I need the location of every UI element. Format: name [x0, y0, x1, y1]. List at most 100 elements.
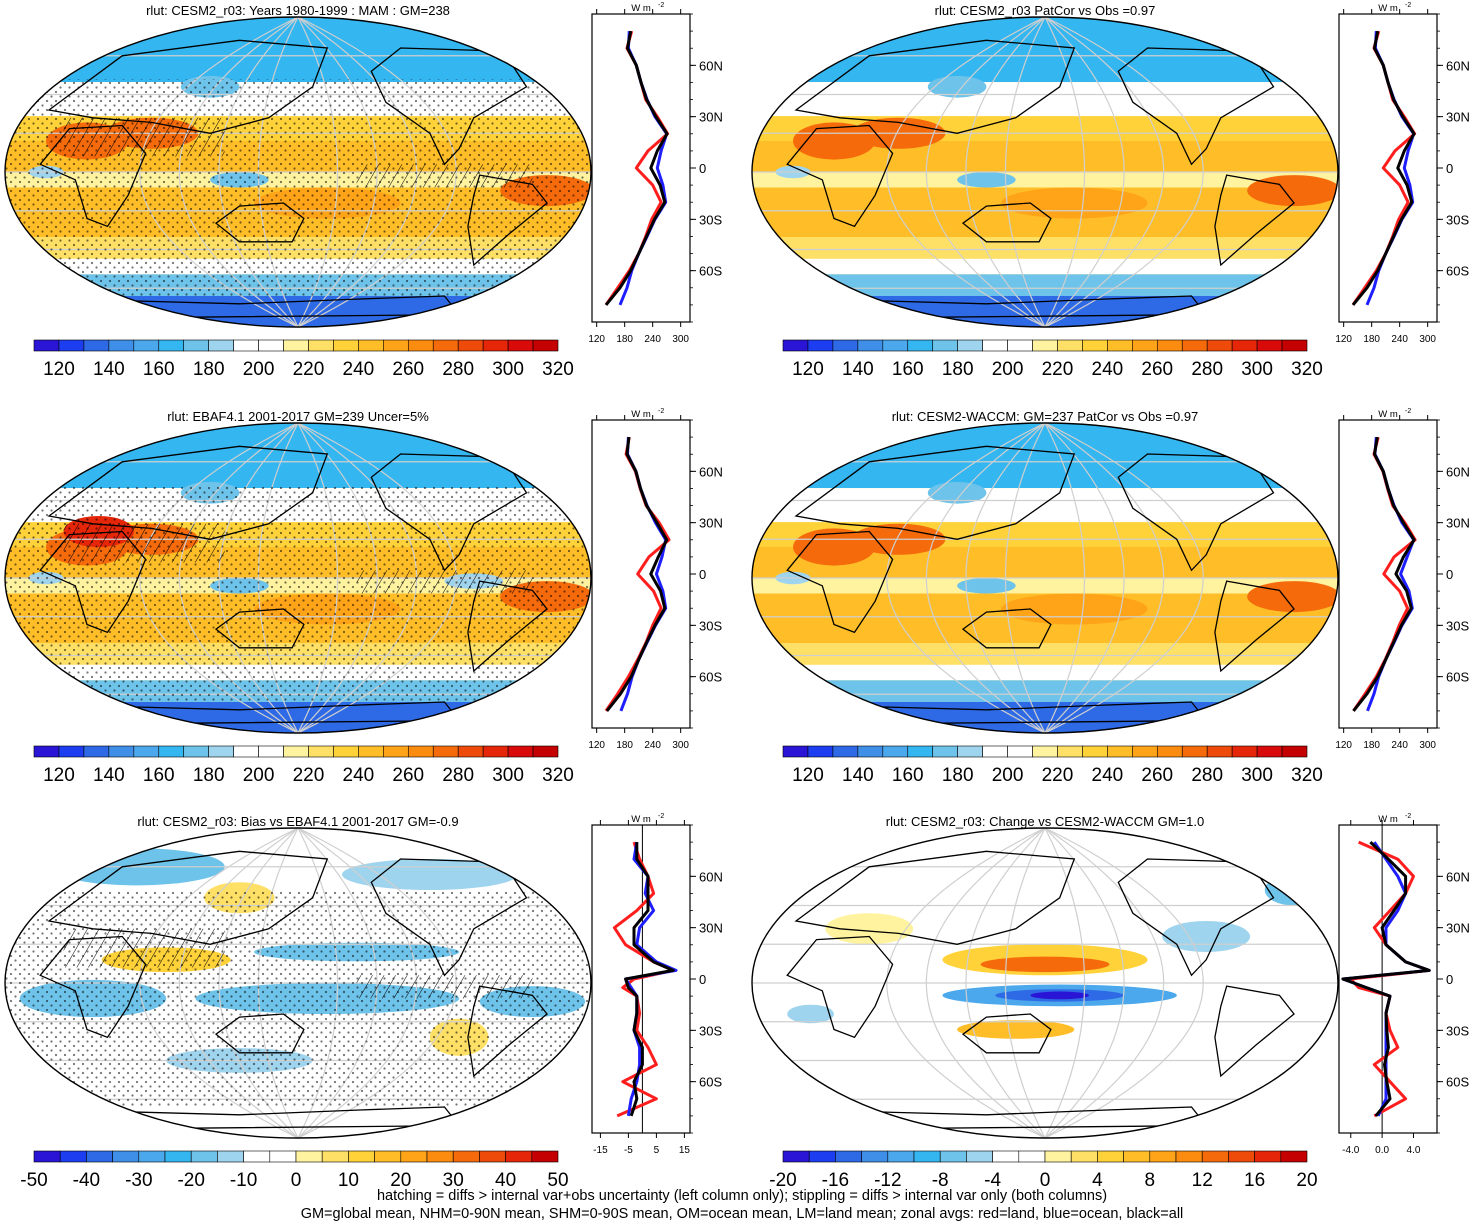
profile-x-label: 300 [672, 334, 689, 345]
profile-lat-label: 30N [699, 110, 723, 125]
profile-line-all [604, 30, 669, 306]
colorbar-tick-label: -10 [230, 1170, 257, 1191]
colorbar-tick-label: 180 [942, 765, 974, 786]
panel-title: rlut: CESM2-WACCM: GM=237 PatCor vs Obs … [892, 409, 1199, 424]
colorbar-tick-label: 260 [1141, 765, 1173, 786]
colorbar-swatch [1201, 1150, 1229, 1163]
map-field [5, 828, 591, 1138]
longitude-line [965, 17, 1046, 327]
profile-line-all [1351, 30, 1416, 306]
colorbar-swatch [1044, 1150, 1072, 1163]
profile-line-ocean [1366, 436, 1416, 712]
profile-x-label: 15 [679, 1145, 691, 1156]
colorbar-swatch [208, 339, 234, 352]
longitude-line [1044, 17, 1086, 327]
colorbar-tick-label: 240 [1092, 359, 1124, 380]
colorbar-swatch [835, 1150, 862, 1163]
colorbar-swatch [782, 745, 809, 758]
colorbar-tick-label: 120 [792, 765, 824, 786]
field-southern-ocean [752, 274, 1338, 296]
colorbar-swatch [1123, 1150, 1151, 1163]
colorbar-swatch [217, 1150, 244, 1163]
profile-x-label: -4.0 [1342, 1145, 1360, 1156]
colorbar-tick-label: -50 [20, 1170, 47, 1191]
colorbar: 120 140 160 180 200 220 240 260 280 300 320 [782, 745, 1323, 786]
colorbar-swatch [112, 1150, 140, 1163]
colorbar-swatch [1256, 745, 1283, 758]
colorbar-tick-label: 160 [892, 359, 924, 380]
profile-lat-label: 60N [1446, 869, 1470, 884]
profile-lat-label: 30N [699, 516, 723, 531]
colorbar-swatch [907, 745, 934, 758]
profile-line-ocean [1365, 31, 1416, 306]
colorbar-swatch [1018, 1150, 1046, 1163]
colorbar-swatch [333, 745, 359, 758]
colorbar-swatch [966, 1150, 993, 1163]
colorbar-tick-label: 320 [1291, 359, 1323, 380]
zonal-profile: W m -2 60N 30N 0 30S 60S 120 180 240 300 [588, 2, 723, 345]
colorbar-swatch [1149, 1150, 1177, 1163]
colorbar-swatch [374, 1150, 402, 1163]
australia-coastline [214, 608, 305, 649]
colorbar-swatch [33, 745, 60, 758]
colorbar-tick-label: 30 [443, 1170, 464, 1191]
colorbar-tick-label: 4 [1092, 1170, 1103, 1191]
map-outline [751, 422, 1339, 734]
eurasia-coastline [47, 445, 329, 540]
panel-4: rlut: CESM2-WACCM: GM=237 PatCor vs Obs … [751, 408, 1470, 786]
profile-x-label: -15 [593, 1145, 608, 1156]
profile-line-all [624, 842, 675, 1117]
field-patch [825, 913, 914, 945]
field-patch [1247, 175, 1338, 207]
colorbar-tick-label: 260 [1141, 359, 1173, 380]
longitude-line [886, 17, 1046, 327]
colorbar-swatch [1156, 745, 1183, 758]
eurasia-coastline [794, 445, 1076, 540]
profile-lat-label: 60S [699, 1075, 722, 1090]
colorbar-tick-label: 240 [343, 765, 375, 786]
panel-1: rlut: CESM2_r03: Years 1980-1999 : MAM :… [4, 2, 723, 380]
profile-unit-label: W m [631, 3, 651, 14]
colorbar-swatch [1032, 339, 1058, 352]
colorbar-swatch [907, 339, 934, 352]
profile-lat-label: 0 [699, 567, 706, 582]
map-outline [751, 827, 1339, 1139]
profile-unit-label: W m [1378, 409, 1398, 420]
longitude-line [886, 423, 1046, 733]
colorbar-tick-label: 140 [842, 359, 874, 380]
north-america-coastline [1117, 453, 1275, 572]
colorbar-swatch [1206, 745, 1233, 758]
profile-x-label: 4.0 [1407, 1145, 1421, 1156]
longitude-line [965, 423, 1046, 733]
field-patch [927, 481, 987, 504]
hatching [63, 928, 225, 968]
colorbar-swatch [208, 745, 234, 758]
colorbar-swatch [321, 1150, 349, 1163]
colorbar-tick-label: -20 [177, 1170, 204, 1191]
field-arctic [5, 423, 591, 489]
colorbar-swatch [832, 745, 859, 758]
colorbar-tick-label: 300 [492, 765, 524, 786]
eurasia-coastline [794, 850, 1076, 945]
colorbar-swatch [1256, 339, 1283, 352]
panel-title: rlut: CESM2_r03: Bias vs EBAF4.1 2001-20… [137, 814, 458, 829]
colorbar-swatch [857, 745, 884, 758]
longitude-line [1044, 423, 1165, 733]
colorbar: 120 140 160 180 200 220 240 260 280 300 320 [33, 339, 574, 380]
profile-lat-label: 60N [699, 869, 723, 884]
profile-lat-label: 60S [1446, 264, 1469, 279]
colorbar-tick-label: 200 [992, 765, 1024, 786]
colorbar-swatch [479, 1150, 506, 1163]
profile-frame [591, 824, 691, 1134]
colorbar-swatch [1107, 745, 1133, 758]
colorbar-swatch [383, 745, 409, 758]
colorbar-swatch [59, 1150, 87, 1163]
profile-unit-label: W m [1378, 3, 1398, 14]
colorbar-tick-label: 320 [542, 359, 574, 380]
profile-line-ocean [619, 437, 668, 712]
longitude-line [1004, 17, 1046, 327]
colorbar-tick-label: 280 [1191, 765, 1223, 786]
colorbar-swatch [358, 745, 384, 758]
field-nh-midlat [752, 82, 1338, 117]
colorbar: -50 -40 -30 -20 -10 0 10 20 30 40 50 [20, 1150, 569, 1191]
